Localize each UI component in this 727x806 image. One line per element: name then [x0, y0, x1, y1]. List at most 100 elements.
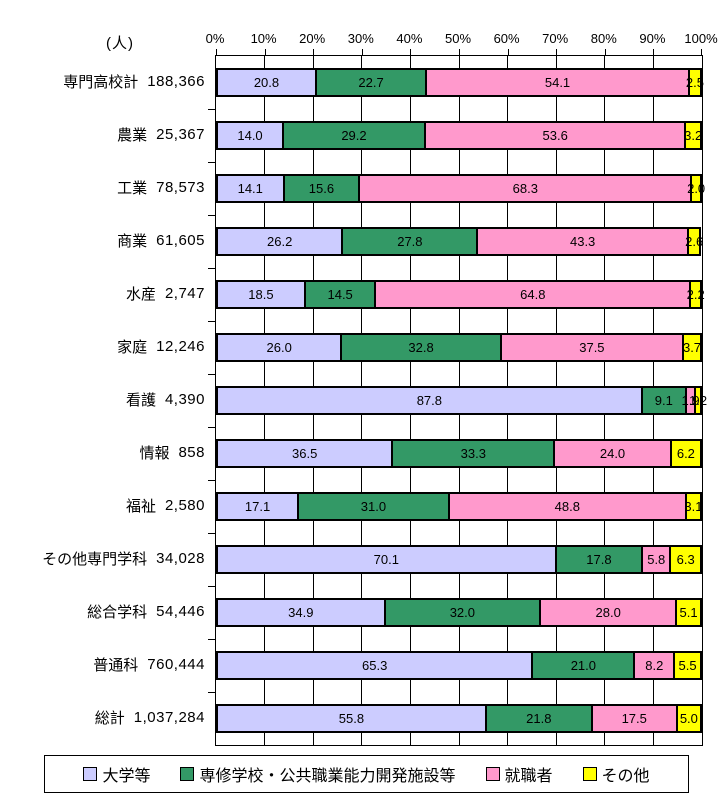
- category-label: 工業 78,573: [0, 161, 205, 214]
- bar-segment: 20.8: [216, 68, 317, 97]
- bar-segment: 17.8: [556, 545, 644, 574]
- axis-tick: [264, 49, 266, 56]
- bar-row: 26.2 27.8 43.3 2.6: [216, 227, 703, 256]
- segment-value-label: 64.8: [520, 287, 546, 302]
- segment-value-label: 5.5: [678, 658, 697, 673]
- legend-label: 専修学校・公共職業能力開発施設等: [199, 768, 456, 785]
- category-count: 34,028: [156, 550, 205, 567]
- bar-row: 87.8 9.1 1.9 1.2: [216, 386, 707, 415]
- segment-value-label: 2.6: [685, 234, 704, 249]
- axis-tick-label: 30%: [347, 31, 374, 46]
- axis-tick: [459, 49, 460, 56]
- category-name: 総合学科: [87, 604, 148, 621]
- axis-tick-label: 40%: [396, 31, 423, 46]
- bar-segment: 9.1: [642, 386, 687, 415]
- category-tick: [208, 321, 216, 322]
- bar-segment: 43.3: [478, 227, 689, 256]
- bar-segment: 21.8: [486, 704, 593, 733]
- segment-value-label: 43.3: [569, 234, 596, 249]
- category-label: 福祉 2,580: [0, 479, 205, 532]
- category-name: 福祉: [125, 498, 156, 515]
- segment-value-label: 24.0: [599, 446, 626, 461]
- category-label: その他専門学科 34,028: [0, 532, 205, 585]
- segment-value-label: 14.0: [237, 128, 263, 143]
- category-tick: [208, 215, 216, 216]
- bar-segment: 6.2: [671, 439, 702, 468]
- axis-tick: [556, 49, 558, 56]
- category-count: 188,366: [147, 73, 205, 90]
- bar-segment: 87.8: [216, 386, 643, 415]
- category-name: その他専門学科: [42, 551, 148, 568]
- category-name: 情報: [139, 445, 170, 462]
- segment-value-label: 36.5: [292, 446, 318, 461]
- segment-value-label: 20.8: [253, 75, 280, 90]
- bar-segment: 32.8: [342, 333, 502, 362]
- bar-segment: 6.3: [671, 545, 702, 574]
- segment-value-label: 31.0: [360, 499, 387, 514]
- segment-value-label: 32.8: [408, 340, 434, 355]
- segment-value-label: 22.7: [358, 75, 384, 90]
- bar-segment: 65.3: [216, 651, 534, 680]
- segment-value-label: 65.3: [362, 658, 388, 673]
- segment-value-label: 3.7: [682, 340, 702, 355]
- segment-value-label: 14.1: [237, 181, 263, 196]
- segment-value-label: 2.5: [685, 75, 704, 90]
- legend-item: 就職者: [485, 762, 553, 786]
- segment-value-label: 17.5: [621, 711, 647, 726]
- category-tick: [208, 374, 216, 375]
- bar-segment: 8.2: [635, 651, 676, 680]
- legend-swatch-icon: [582, 767, 597, 781]
- segment-value-label: 3.1: [684, 499, 703, 514]
- segment-value-label: 6.3: [676, 552, 695, 567]
- bar-row: 14.1 15.6 68.3 2.0: [216, 174, 706, 203]
- category-tick: [208, 533, 216, 534]
- category-tick: [208, 268, 216, 269]
- bar-segment: 15.6: [284, 174, 361, 203]
- legend-label: その他: [601, 768, 650, 785]
- bar-segment: 3.7: [682, 333, 702, 362]
- bar-row: 26.0 32.8 37.5 3.7: [216, 333, 702, 362]
- segment-value-label: 27.8: [397, 234, 423, 249]
- axis-tick: [604, 49, 606, 56]
- category-count: 2,580: [164, 497, 205, 514]
- segment-value-label: 29.2: [341, 128, 367, 143]
- bar-segment: 1.2: [689, 386, 707, 415]
- axis-tick: [410, 49, 412, 56]
- bar-segment: 14.1: [216, 174, 285, 203]
- segment-value-label: 17.8: [586, 552, 612, 567]
- bar-row: 18.5 14.5 64.8 2.2: [216, 280, 705, 309]
- category-tick: [208, 692, 216, 693]
- axis-tick: [701, 49, 702, 56]
- bar-segment: 24.0: [555, 439, 672, 468]
- unit-label: (人): [106, 35, 134, 52]
- bar-segment: 3.1: [684, 492, 703, 521]
- bar-row: 36.5 33.3 24.0 6.2: [216, 439, 702, 468]
- bar-segment: 48.8: [449, 492, 687, 521]
- category-label: 総合学科 54,446: [0, 585, 205, 638]
- bar-segment: 29.2: [284, 121, 426, 150]
- category-name: 農業: [117, 127, 148, 144]
- segment-value-label: 53.6: [542, 128, 568, 143]
- category-label: 水産 2,747: [0, 267, 205, 320]
- bar-row: 17.1 31.0 48.8 3.1: [216, 492, 702, 521]
- bar-segment: 2.6: [685, 227, 703, 256]
- bar-row: 70.1 17.8 5.8 6.3: [216, 545, 702, 574]
- axis-tick-label: 20%: [299, 31, 326, 46]
- bar-segment: 21.0: [533, 651, 636, 680]
- bar-segment: 17.1: [216, 492, 300, 521]
- bar-segment: 68.3: [360, 174, 693, 203]
- category-name: 水産: [125, 286, 156, 303]
- segment-value-label: 5.1: [679, 605, 698, 620]
- legend-item: 専修学校・公共職業能力開発施設等: [180, 762, 456, 786]
- axis-tick-label: 0%: [205, 31, 225, 46]
- axis-tick: [313, 49, 315, 56]
- segment-value-label: 2.0: [687, 181, 706, 196]
- category-name: 普通科: [93, 657, 139, 674]
- bar-segment: 2.2: [687, 280, 705, 309]
- bar-segment: 33.3: [393, 439, 556, 468]
- legend-swatch-icon: [485, 767, 500, 781]
- category-name: 専門高校計: [63, 74, 139, 91]
- category-tick: [208, 162, 216, 163]
- bar-segment: 64.8: [376, 280, 692, 309]
